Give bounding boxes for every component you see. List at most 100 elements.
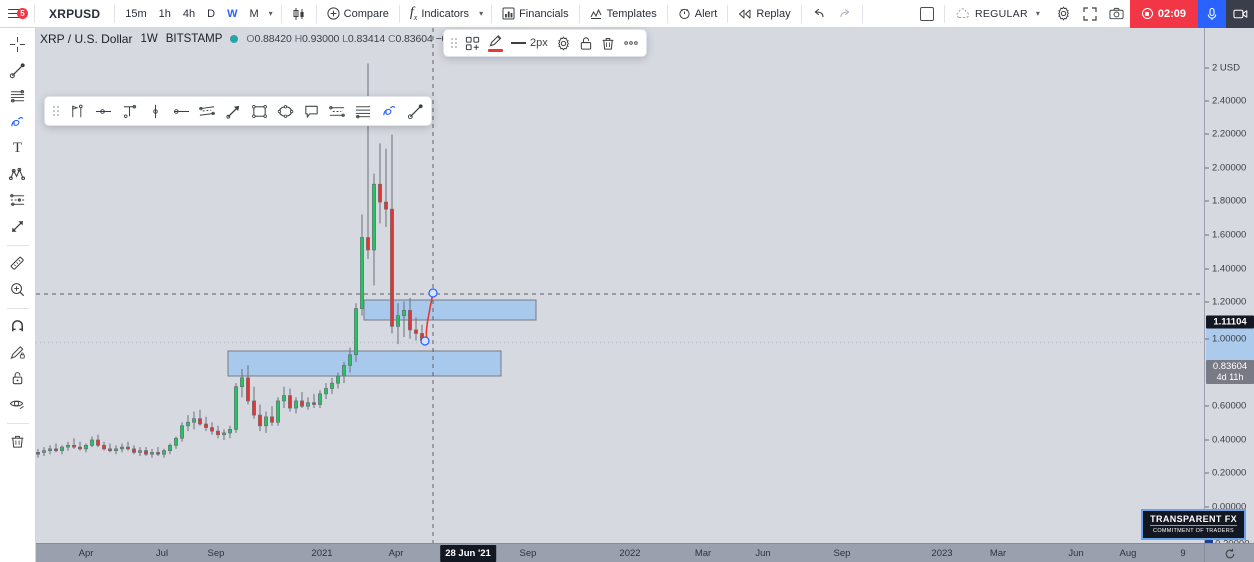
alert-button[interactable]: Alert	[672, 3, 724, 25]
chart-settings-button[interactable]	[1050, 3, 1077, 25]
trend-line-icon[interactable]	[402, 99, 428, 123]
trash-icon[interactable]	[597, 32, 619, 54]
magnet-icon[interactable]	[3, 314, 33, 339]
horizontal-line-icon[interactable]	[168, 99, 194, 123]
remove-drawings-icon[interactable]	[3, 429, 33, 454]
measure-arrows-icon[interactable]	[3, 214, 33, 239]
webcam-button[interactable]	[1226, 0, 1254, 28]
patterns-icon[interactable]	[3, 162, 33, 187]
price-tick: 1.20000	[1205, 297, 1254, 308]
line-thickness-button[interactable]: 2px	[507, 32, 552, 54]
microphone-button[interactable]	[1198, 0, 1226, 28]
timeframe-4h[interactable]: 4h	[182, 7, 196, 20]
compare-label: Compare	[343, 7, 389, 20]
ellipse-icon[interactable]	[272, 99, 298, 123]
tick-dash	[1205, 472, 1209, 474]
time-tick: Aug	[1119, 548, 1137, 559]
drag-handle-icon[interactable]	[447, 38, 461, 48]
open-label: O	[246, 33, 255, 45]
add-template-icon[interactable]	[461, 32, 484, 54]
rectangle-icon[interactable]	[246, 99, 272, 123]
more-icon[interactable]	[619, 32, 643, 54]
fullscreen-button[interactable]	[1077, 3, 1103, 25]
undo-button[interactable]	[806, 3, 832, 25]
favorite-drawing-tools-palette[interactable]	[44, 96, 432, 126]
pen-color-icon[interactable]	[484, 32, 507, 54]
fib-lines-icon[interactable]	[350, 99, 376, 123]
price-axis[interactable]: 2.40000 2.20000 2.00000 1.80000 1.60000 1.400…	[1204, 28, 1254, 554]
top-toolbar: 5 XRPUSD 15m 1h 4h D W M ▾	[0, 0, 1254, 28]
camera-icon	[1109, 7, 1124, 20]
timeframe-m[interactable]: M	[249, 7, 259, 20]
chevron-down-icon[interactable]: ▾	[1035, 9, 1040, 18]
drag-handle-icon[interactable]	[48, 106, 64, 116]
financials-button[interactable]: Financials	[496, 3, 575, 25]
divider	[34, 4, 35, 23]
templates-button[interactable]: Templates	[584, 3, 663, 25]
flat-channel-icon[interactable]	[324, 99, 350, 123]
vertical-line-icon[interactable]	[142, 99, 168, 123]
tick-dash	[1205, 506, 1209, 508]
zoom-in-icon[interactable]	[3, 277, 33, 302]
timeframe-w[interactable]: W	[227, 7, 238, 20]
arrow-icon[interactable]	[220, 99, 246, 123]
gear-icon[interactable]	[552, 32, 575, 54]
replay-button[interactable]: Replay	[732, 3, 796, 25]
price-tick-label: 2.40000	[1212, 95, 1247, 107]
price-tick: 0.00000	[1205, 502, 1254, 513]
time-tick: Jun	[755, 548, 771, 559]
price-tick: 0.20000	[1205, 468, 1254, 479]
vertical-anchor-icon[interactable]	[116, 99, 142, 123]
recording-button[interactable]: 02:09	[1129, 0, 1198, 28]
bar-chart-icon	[502, 7, 515, 20]
ruler-icon[interactable]	[3, 251, 33, 276]
redo-button[interactable]	[832, 3, 858, 25]
main-menu-button[interactable]: 5	[0, 6, 30, 20]
forecast-icon[interactable]	[3, 188, 33, 213]
chart-plot[interactable]	[36, 28, 1204, 543]
cursor-marker-icon[interactable]	[64, 99, 90, 123]
timeframe-1h[interactable]: 1h	[158, 7, 171, 20]
lock-icon[interactable]	[575, 32, 597, 54]
snapshot-button[interactable]	[1103, 3, 1130, 25]
price-tick: 1.40000	[1205, 264, 1254, 275]
parallel-channel-icon[interactable]	[194, 99, 220, 123]
drawing-mode-icon[interactable]	[3, 340, 33, 365]
drawing-object-toolbar[interactable]: 2px	[443, 29, 647, 57]
symbol-title[interactable]: XRP / U.S. Dollar	[40, 32, 133, 46]
brush-icon[interactable]	[3, 110, 33, 135]
exchange-label[interactable]: BITSTAMP	[165, 33, 223, 45]
brush-icon[interactable]	[376, 99, 402, 123]
compare-button[interactable]: Compare	[321, 3, 395, 25]
chevron-down-icon[interactable]: ▾	[479, 9, 484, 18]
lock-drawings-icon[interactable]	[3, 366, 33, 391]
divider	[6, 308, 29, 309]
data-source-dot	[230, 35, 239, 43]
timeframe-15m[interactable]: 15m	[125, 7, 147, 20]
callout-icon[interactable]	[298, 99, 324, 123]
chevron-down-icon[interactable]: ▾	[268, 9, 273, 18]
undo-icon	[812, 8, 826, 20]
fib-retracement-icon[interactable]	[3, 84, 33, 109]
timeframe-d[interactable]: D	[207, 7, 216, 20]
trend-line-icon[interactable]	[3, 58, 33, 83]
reset-chart-button[interactable]	[1204, 544, 1254, 562]
hide-drawings-icon[interactable]	[3, 392, 33, 417]
divider	[6, 245, 29, 246]
chart-type-button[interactable]	[286, 3, 312, 25]
symbol-search-button[interactable]: XRPUSD	[49, 6, 101, 21]
text-icon[interactable]: T	[12, 140, 23, 156]
horizontal-ray-icon[interactable]	[90, 99, 116, 123]
indicators-button[interactable]: fx Indicators	[404, 3, 475, 25]
price-unit-label: 2 USD	[1205, 63, 1254, 74]
time-axis[interactable]: Apr Jul Sep 2021 Apr Sep 2022 Mar Jun Sep 2023 Mar J…	[36, 543, 1254, 562]
layout-select-button[interactable]	[914, 3, 940, 25]
gear-icon	[1056, 6, 1071, 21]
interval-label[interactable]: 1W	[140, 33, 158, 45]
cross-cursor-icon[interactable]	[3, 32, 33, 57]
price-tick-label: 1.20000	[1212, 296, 1247, 308]
save-layout-button[interactable]: REGULAR ▾	[949, 3, 1050, 25]
tick-dash	[1205, 338, 1209, 340]
redo-icon	[838, 8, 852, 20]
alarm-clock-icon	[678, 7, 691, 20]
